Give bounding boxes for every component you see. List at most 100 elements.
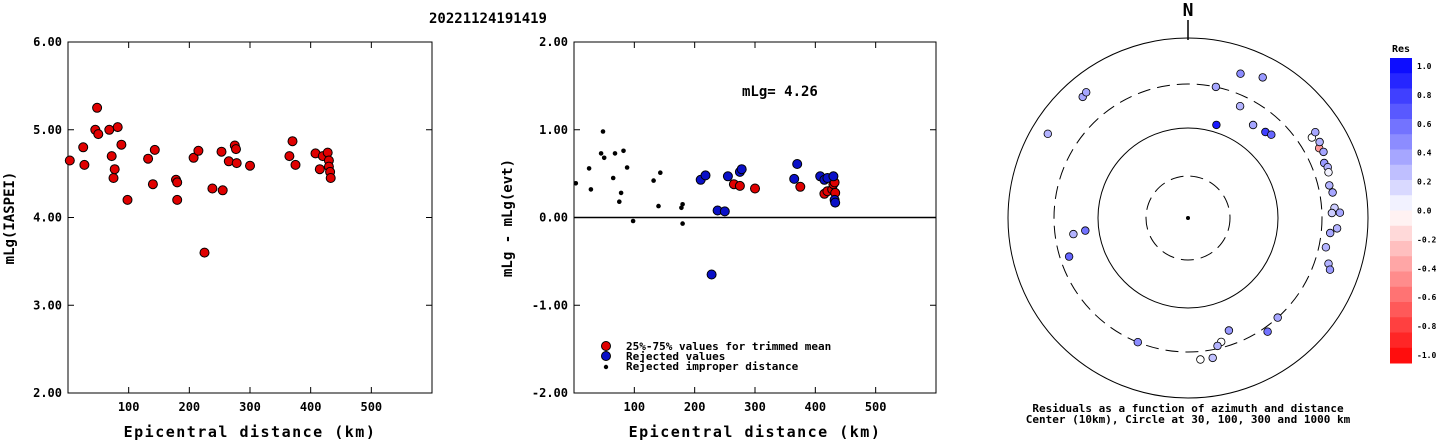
colorbar-cell <box>1390 286 1412 303</box>
middle-x-tick-labels: 100 200 300 400 500 <box>623 42 887 414</box>
circle-100km <box>1097 127 1279 309</box>
data-point <box>722 171 733 182</box>
x-tick-label: 300 <box>744 400 766 414</box>
data-point <box>216 146 227 157</box>
colorbar-tick-label: -1.0 <box>1417 351 1436 360</box>
data-point <box>588 187 594 192</box>
residual-point <box>1311 127 1320 137</box>
colorbar-tick-label: -0.2 <box>1417 235 1436 244</box>
residual-point <box>1224 326 1234 335</box>
residual-point <box>1321 243 1331 252</box>
data-point <box>630 218 636 224</box>
middle-y-tick-labels: -2.00 -1.00 0.00 1.00 2.00 <box>532 35 936 400</box>
colorbar-tick-labels: 1.0 0.8 0.6 0.4 0.2 0.0 -0.2 -0.4 -0.6 -0.8 -1.0 <box>1417 62 1436 360</box>
colorbar-cell <box>1390 103 1412 120</box>
data-point <box>624 165 630 170</box>
y-tick-label: -1.00 <box>532 298 568 312</box>
center-dot <box>1186 216 1190 220</box>
legend-marker-rejected <box>601 351 611 361</box>
data-point <box>284 151 295 162</box>
data-point <box>287 136 298 147</box>
residual-point <box>1043 129 1052 138</box>
polar-caption-line-1: Residuals as a function of azimuth and d… <box>1032 402 1344 415</box>
circle-30km <box>1145 175 1231 261</box>
data-point <box>104 124 115 135</box>
y-tick-label: 3.00 <box>33 298 62 312</box>
data-point <box>231 158 242 169</box>
colorbar-cell <box>1390 241 1412 257</box>
data-point <box>586 166 592 171</box>
colorbar-cell <box>1390 149 1412 166</box>
data-point <box>116 139 127 150</box>
data-point <box>147 179 158 190</box>
y-tick-label: 5.00 <box>33 123 62 137</box>
y-tick-label: 1.00 <box>539 123 568 137</box>
data-point <box>325 173 336 183</box>
colorbar-tick-label: 0.6 <box>1417 120 1432 129</box>
y-tick-label: 2.00 <box>539 35 568 49</box>
data-point <box>618 190 624 196</box>
residual-point <box>1248 120 1258 130</box>
figure-title: 20221124191419 <box>429 11 547 27</box>
data-point <box>598 151 604 156</box>
colorbar-tick-label: -0.8 <box>1417 322 1436 331</box>
colorbar-tick-label: 0.8 <box>1417 91 1432 100</box>
x-tick-label: 200 <box>178 400 200 414</box>
data-point <box>601 155 607 161</box>
residual-point <box>1081 226 1090 235</box>
x-tick-label: 300 <box>239 400 261 414</box>
residual-point <box>1325 181 1334 190</box>
data-point <box>621 148 626 154</box>
data-point <box>199 247 210 258</box>
residual-point <box>1133 338 1142 347</box>
middle-data-points <box>573 129 841 280</box>
legend: 25%-75% values for trimmed mean Rejected… <box>601 340 831 373</box>
colorbar-cell <box>1390 195 1412 211</box>
polar-plot: N Residuals as a function of azimuth and… <box>1007 0 1369 426</box>
data-point <box>828 171 839 182</box>
left-plot-frame <box>67 41 433 394</box>
data-point <box>679 205 684 211</box>
data-point <box>789 173 800 184</box>
legend-marker-trimmed <box>601 341 611 351</box>
data-point <box>122 194 133 205</box>
data-point <box>207 183 218 194</box>
data-point <box>706 269 717 280</box>
x-tick-label: 500 <box>865 400 887 414</box>
data-point <box>651 178 656 183</box>
residual-point <box>1213 341 1222 351</box>
circle-1000km <box>1007 37 1369 399</box>
data-point <box>112 122 123 133</box>
data-point <box>573 181 579 186</box>
left-x-tick-labels: 100 200 300 400 500 <box>118 42 382 414</box>
data-point <box>108 173 119 183</box>
residual-point <box>1332 224 1342 233</box>
left-y-axis-label: mLg(IASPEI) <box>2 172 18 265</box>
data-point <box>143 153 154 164</box>
colorbar-cell <box>1390 180 1412 196</box>
legend-label-trimmed: 25%-75% values for trimmed mean <box>626 340 831 353</box>
residual-point <box>1064 252 1074 261</box>
data-point <box>314 164 325 175</box>
colorbar-cell <box>1390 302 1412 318</box>
colorbar-cell <box>1390 332 1412 349</box>
y-tick-label: 4.00 <box>33 211 62 225</box>
circle-300km <box>1053 83 1323 353</box>
colorbar-tick-label: -0.6 <box>1417 293 1436 302</box>
x-tick-label: 100 <box>118 400 140 414</box>
data-point <box>245 160 255 171</box>
colorbar-cell <box>1390 164 1412 181</box>
data-point <box>736 164 747 175</box>
residual-point <box>1236 69 1245 78</box>
colorbar-cell <box>1390 256 1412 272</box>
left-y-tick-labels: 2.00 3.00 4.00 5.00 6.00 <box>33 35 432 400</box>
colorbar-cell <box>1390 134 1412 150</box>
residual-point <box>1081 88 1091 97</box>
colorbar-cell <box>1390 88 1412 105</box>
data-point <box>734 180 745 191</box>
data-point <box>610 175 616 181</box>
residual-point <box>1273 313 1282 322</box>
colorbar-cell <box>1390 225 1412 242</box>
residual-point <box>1327 208 1337 218</box>
residual-point <box>1211 82 1221 92</box>
